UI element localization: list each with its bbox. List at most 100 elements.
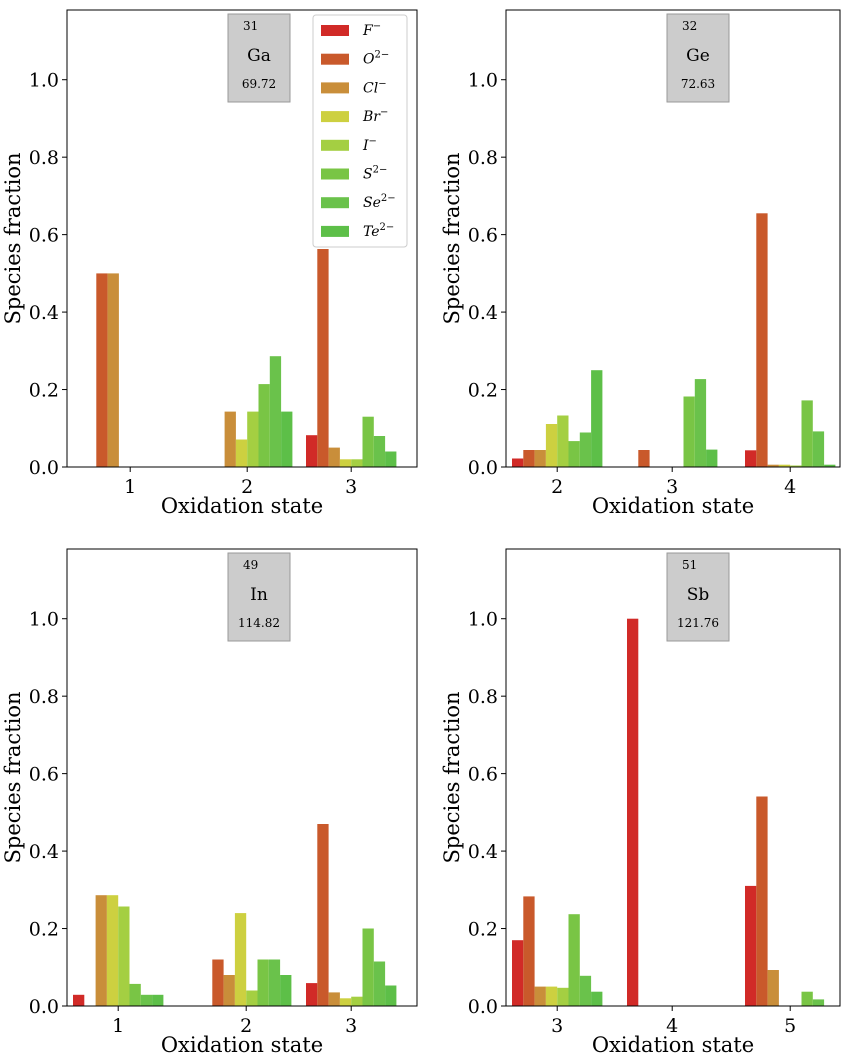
bar [224, 411, 236, 467]
bar [223, 975, 235, 1006]
y-tick-label: 0.2 [468, 919, 498, 941]
bar [579, 975, 592, 1006]
bar [557, 987, 569, 1006]
bar [512, 940, 524, 1006]
y-tick-label: 0.2 [29, 919, 59, 941]
bar [638, 450, 650, 467]
legend-swatch [321, 197, 349, 209]
bar [545, 424, 558, 467]
y-tick-label: 0.2 [29, 380, 59, 402]
y-tick-label: 0.8 [468, 686, 498, 708]
element-symbol: Sb [687, 585, 710, 605]
bar [95, 895, 107, 1006]
bar [683, 396, 695, 467]
chart-panel-in: 0.0 0.2 0.4 0.6 0.8 1.0 1 2 3 Oxidation state Spec… [1, 548, 418, 1056]
bar [118, 906, 130, 1006]
bar [767, 970, 779, 1006]
x-axis-label: Oxidation state [161, 494, 323, 518]
bar [362, 928, 374, 1006]
y-tick-label: 0.6 [29, 225, 59, 247]
y-tick-label: 0.4 [29, 302, 59, 324]
bar [801, 400, 813, 467]
bar [824, 464, 836, 467]
y-tick-label: 0.8 [29, 686, 59, 708]
element-box: 31 Ga 69.72 [227, 13, 291, 103]
y-axis-label: Species fraction [1, 691, 25, 863]
bar [706, 449, 718, 467]
bar [362, 416, 374, 467]
y-tick-label: 1.0 [468, 609, 498, 631]
y-tick-label: 0.0 [468, 457, 498, 479]
x-tick-label: 1 [124, 476, 136, 498]
element-symbol: Ge [686, 46, 710, 66]
bar [317, 824, 329, 1006]
bar [212, 959, 224, 1006]
legend: F−O2−Cl−Br−I−S2−Se2−Te2− [312, 14, 408, 248]
bar [568, 914, 580, 1006]
y-tick-label: 1.0 [468, 70, 498, 92]
x-tick-label: 3 [345, 476, 357, 498]
element-symbol: In [250, 585, 268, 605]
plot-frame [66, 9, 418, 468]
bar [328, 447, 340, 467]
bar [258, 384, 270, 467]
bar [385, 985, 397, 1006]
bar [96, 273, 108, 467]
y-tick-label: 0.0 [29, 457, 59, 479]
bar [385, 451, 397, 467]
bar [257, 959, 269, 1006]
chart-panel-ga: 0.0 0.2 0.4 0.6 0.8 1.0 1 2 3 Oxidation state Spec… [1, 9, 418, 518]
y-tick-label: 0.6 [29, 764, 59, 786]
plot-frame [505, 9, 841, 468]
y-tick-label: 0.8 [468, 147, 498, 169]
bar [152, 994, 164, 1006]
legend-swatch [321, 168, 349, 180]
x-tick-label: 4 [784, 476, 796, 498]
x-axis-label: Oxidation state [161, 1033, 323, 1056]
bar [234, 913, 247, 1006]
atomic-mass: 72.63 [681, 77, 715, 91]
bar [247, 411, 259, 467]
bar [306, 983, 318, 1006]
plot-frame [505, 548, 841, 1007]
bar [557, 415, 569, 467]
bar [523, 896, 535, 1006]
atomic-number: 49 [243, 558, 258, 572]
legend-swatch [321, 111, 349, 123]
y-axis-label: Species fraction [440, 152, 464, 324]
bar [534, 450, 546, 467]
legend-swatch [321, 225, 349, 237]
x-tick-label: 3 [551, 1015, 563, 1037]
bar [694, 379, 707, 467]
bar [73, 994, 85, 1006]
x-tick-label: 1 [112, 1015, 124, 1037]
bar [339, 459, 352, 467]
bar [106, 895, 119, 1006]
bar [534, 986, 546, 1006]
y-tick-label: 1.0 [29, 609, 59, 631]
atomic-number: 32 [682, 19, 697, 33]
bar [812, 999, 825, 1006]
x-tick-label: 3 [345, 1015, 357, 1037]
element-box-bg [227, 552, 291, 642]
bar [351, 996, 363, 1006]
element-box-bg [666, 13, 730, 103]
element-box: 32 Ge 72.63 [666, 13, 730, 103]
bar [767, 464, 779, 467]
y-tick-label: 0.6 [468, 225, 498, 247]
legend-swatch [321, 25, 349, 36]
x-tick-label: 4 [666, 1015, 678, 1037]
bar [328, 992, 340, 1006]
bar [339, 998, 352, 1006]
bar [812, 431, 825, 467]
bar [306, 435, 318, 467]
x-tick-label: 2 [240, 1015, 252, 1037]
bar [269, 356, 282, 467]
atomic-number: 31 [243, 19, 258, 33]
chart-panel-ge: 0.0 0.2 0.4 0.6 0.8 1.0 2 3 4 Oxidation state Spec… [440, 9, 841, 518]
element-box: 51 Sb 121.76 [666, 552, 730, 642]
bar [801, 991, 813, 1006]
y-tick-label: 0.4 [468, 302, 498, 324]
y-axis-label: Species fraction [440, 691, 464, 863]
bar [778, 464, 791, 467]
